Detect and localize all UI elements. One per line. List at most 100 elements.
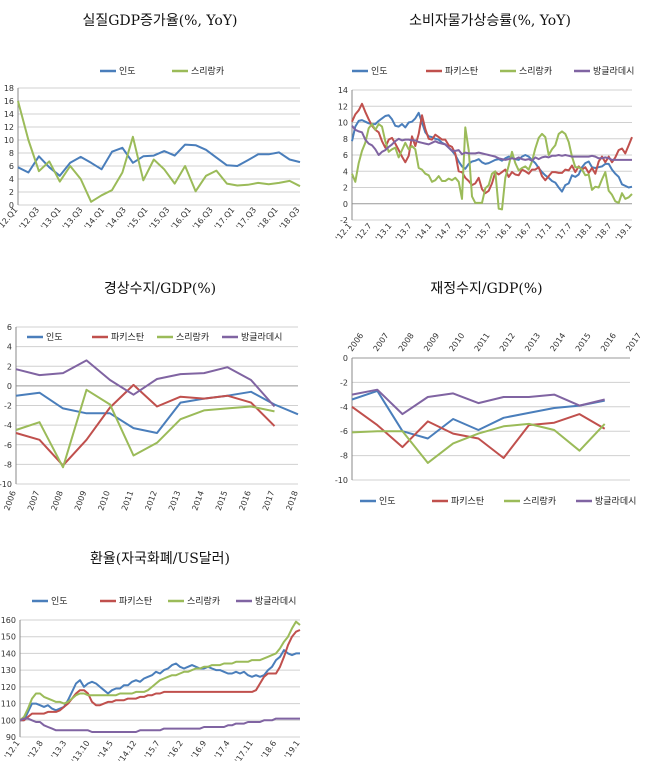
y-tick-label: 8 [9,149,14,158]
x-tick-label: '13.1 [374,222,394,243]
y-tick-label: -4 [340,403,348,412]
x-tick-label: '18.1 [574,222,594,243]
legend-label: 스리랑카 [191,65,224,77]
series-line [17,143,301,177]
x-tick-label: '19.1 [283,739,302,761]
x-tick-label: '14.Q1 [82,206,106,232]
series-line [17,100,301,203]
y-tick-label: 6 [343,151,348,160]
y-tick-label: 14 [338,86,348,95]
x-tick-label: '17.7 [554,222,574,243]
x-tick-label: '16.9 [189,739,208,761]
legend-label: 인도 [119,66,136,77]
exchange-rate-plot: 90100110120130140150160'12.1'12.8'13.3'1… [1,595,302,765]
legend-label: 인도 [51,596,68,607]
y-tick-label: -6 [4,441,12,450]
exchange-rate-chart: 환율(자국화폐/US달러) 90 100 110 120 130 140 150 160 '12… [0,540,320,774]
x-tick-label: '12.1 [334,222,354,243]
gdp-growth-chart: 실질GDP증가율(%, YoY) 0 2 4 6 8 10 12 14 16 18'12.Q1'1… [0,0,320,231]
cpi-chart: 소비자물가상승률(%, YoY) -2 0 2 4 6 8 10 12 14 '12.1'12.7… [330,0,650,245]
x-tick-label: '15.7 [474,222,494,243]
y-tick-label: 2 [343,184,348,193]
y-tick-label: -8 [340,452,348,461]
x-tick-label: '15.Q1 [126,206,150,232]
legend-label: 방글라데시 [255,596,296,607]
series-line [351,125,632,162]
x-tick-label: '12.8 [26,739,45,761]
x-tick-label: '16.1 [494,222,514,243]
x-tick-label: 2011 [473,331,492,353]
y-tick-label: 90 [6,733,16,742]
x-tick-label: '17.Q3 [234,206,258,232]
x-tick-label: 2012 [143,490,158,512]
x-tick-label: '15.Q3 [148,206,172,232]
x-tick-label: '13.3 [49,739,68,761]
x-tick-label: 2014 [190,490,205,512]
chart-title: 환율(자국화폐/US달러) [89,551,231,567]
x-tick-label: 2017 [261,490,276,512]
y-tick-label: -6 [340,427,348,436]
x-tick-label: '17.Q1 [213,206,237,232]
x-tick-label: '16.Q1 [169,206,193,232]
x-tick-label: 2016 [599,331,618,353]
fiscal-balance-chart: 재정수지/GDP(%) -10 -8 -6 -4 -2 0 2006 2007 2008 2009… [320,270,653,515]
y-tick-label: 10 [4,136,14,145]
x-tick-label: 2014 [548,331,567,353]
series-line [351,405,606,459]
y-tick-label: 4 [7,343,12,352]
legend-label: 방글라데시 [241,332,282,343]
series-line [351,389,605,440]
x-tick-label: 2007 [26,490,41,512]
y-tick-label: 0 [9,201,14,210]
x-tick-label: '12.Q3 [17,206,41,232]
legend-label: 스리랑카 [523,495,556,507]
y-tick-label: 2 [9,188,14,197]
y-tick-label: 160 [1,616,16,625]
x-tick-label: 2016 [237,490,252,512]
x-tick-label: 2010 [96,490,111,512]
x-tick-label: '13.10 [70,739,92,765]
x-tick-label: '17.1 [534,222,554,243]
series-line [15,359,276,408]
y-tick-label: 140 [1,649,16,658]
legend-label: 스리랑카 [187,595,220,607]
y-tick-label: 16 [4,97,14,106]
legend-label: 스리랑카 [519,65,552,77]
x-tick-label: '14.12 [117,739,139,765]
x-tick-label: 2015 [214,490,229,512]
legend-label: 인도 [371,66,388,77]
x-tick-label: '18.7 [594,222,614,243]
x-tick-label: 2013 [167,490,182,512]
x-tick-label: '14.5 [96,739,115,761]
legend-label: 방글라데시 [595,496,636,507]
x-tick-label: 2017 [624,331,643,353]
x-tick-label: '17.11 [233,739,255,765]
y-tick-label: 6 [7,323,12,332]
x-tick-label: '15.7 [143,739,162,761]
series-line [351,422,606,464]
current-account-chart: 경상수지/GDP(%) -10 -8 -6 -4 -2 0 2 4 6 2006 2007 2008 2… [0,270,320,515]
x-tick-label: '13.7 [394,222,414,243]
y-tick-label: 0 [343,200,348,209]
x-tick-label: 2009 [422,331,441,353]
y-tick-label: 12 [338,102,348,111]
y-tick-label: -8 [4,460,12,469]
x-tick-label: '14.7 [434,222,454,243]
series-line [20,629,301,722]
x-tick-label: '18.Q1 [256,206,280,232]
legend-label: 파키스탄 [451,496,484,507]
legend-label: 인도 [46,332,63,343]
series-line [351,102,633,195]
cpi-plot: -202468101214'12.1'12.7'13.1'13.7'14.1'1… [334,65,635,243]
x-tick-label: '13.Q1 [39,206,63,232]
y-tick-label: 120 [1,683,16,692]
x-tick-label: 2006 [2,490,17,512]
y-tick-label: 130 [1,666,16,675]
chart-title: 소비자물가상승률(%, YoY) [409,13,571,29]
legend-label: 파키스탄 [111,332,144,343]
series-line [15,388,275,469]
x-tick-label: '16.Q3 [191,206,215,232]
legend-label: 파키스탄 [445,66,478,77]
y-tick-label: 100 [1,716,16,725]
